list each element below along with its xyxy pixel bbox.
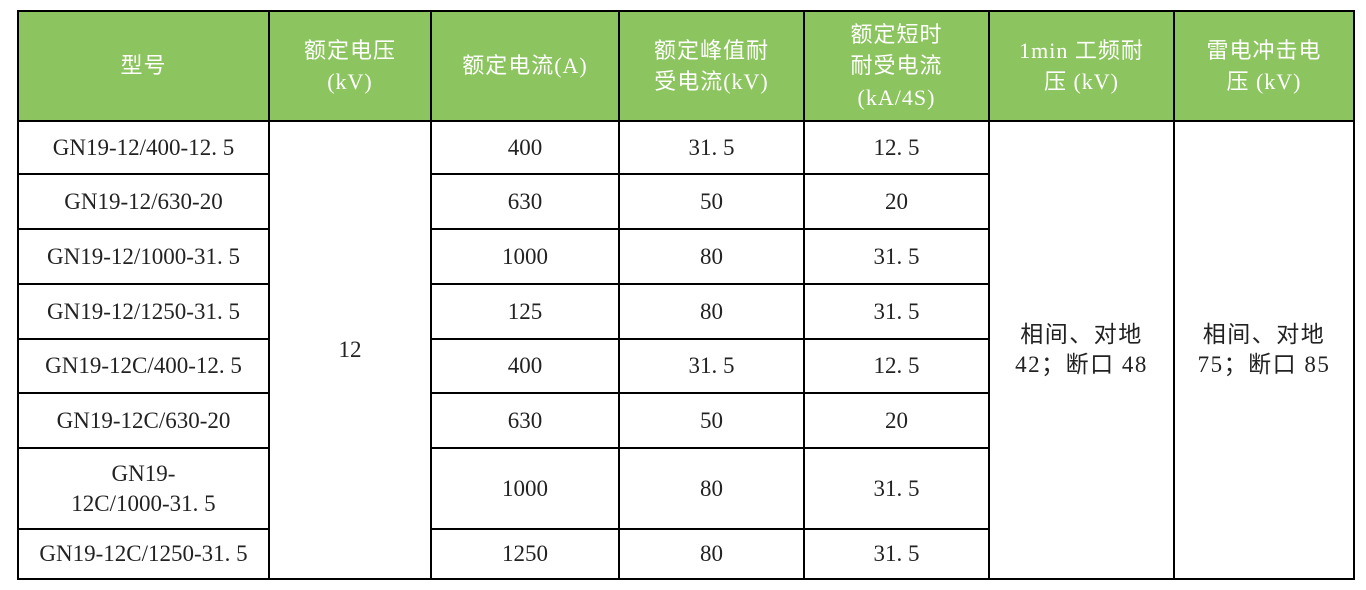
model-cell: GN19-12/1250-31. 5: [17, 283, 270, 340]
model-cell: GN19-12/400-12. 5: [17, 120, 270, 175]
model-cell: GN19-12/1000-31. 5: [17, 228, 270, 285]
model-cell: GN19- 12C/1000-31. 5: [17, 447, 270, 530]
short-time-cell: 31. 5: [803, 447, 990, 530]
table-row: GN19- 12C/1000-31. 5 1000 80 31. 5: [17, 447, 1354, 530]
current-cell: 630: [430, 173, 620, 230]
peak-cell: 31. 5: [618, 120, 805, 175]
model-cell: GN19-12C/630-20: [17, 392, 270, 449]
spec-table: 型号 额定电压 (kV) 额定电流(A) 额定峰值耐 受电流(kV) 额定短时 …: [17, 10, 1355, 580]
current-cell: 1000: [430, 228, 620, 285]
current-cell: 125: [430, 283, 620, 340]
model-cell: GN19-12C/400-12. 5: [17, 338, 270, 394]
model-cell: GN19-12C/1250-31. 5: [17, 528, 270, 580]
table-row: GN19-12C/400-12. 5 400 31. 5 12. 5: [17, 338, 1354, 394]
table-row: GN19-12/1250-31. 5 125 80 31. 5: [17, 283, 1354, 340]
peak-cell: 80: [618, 228, 805, 285]
peak-cell: 50: [618, 173, 805, 230]
table-row: GN19-12C/630-20 630 50 20: [17, 392, 1354, 449]
current-cell: 1000: [430, 447, 620, 530]
short-time-cell: 12. 5: [803, 120, 990, 175]
table-row: GN19-12/630-20 630 50 20: [17, 173, 1354, 230]
col-header-rated-voltage: 额定电压 (kV): [268, 10, 432, 122]
power-freq-withstand-cell: 相间、对地 42；断口 48: [988, 120, 1175, 580]
col-header-peak-withstand-current: 额定峰值耐 受电流(kV): [618, 10, 805, 122]
current-cell: 1250: [430, 528, 620, 580]
short-time-cell: 31. 5: [803, 283, 990, 340]
current-cell: 400: [430, 338, 620, 394]
col-header-power-freq-withstand: 1min 工频耐 压 (kV): [988, 10, 1175, 122]
peak-cell: 31. 5: [618, 338, 805, 394]
short-time-cell: 20: [803, 173, 990, 230]
lightning-impulse-cell: 相间、对地 75；断口 85: [1173, 120, 1355, 580]
table-row: GN19-12C/1250-31. 5 1250 80 31. 5: [17, 528, 1354, 580]
col-header-rated-current: 额定电流(A): [430, 10, 620, 122]
current-cell: 630: [430, 392, 620, 449]
peak-cell: 80: [618, 283, 805, 340]
table-row: GN19-12/400-12. 5 12 400 31. 5 12. 5 相间、…: [17, 120, 1355, 580]
short-time-cell: 31. 5: [803, 228, 990, 285]
short-time-cell: 31. 5: [803, 528, 990, 580]
model-cell: GN19-12/630-20: [17, 173, 270, 230]
current-cell: 400: [430, 120, 620, 175]
peak-cell: 80: [618, 528, 805, 580]
table-row: GN19-12/1000-31. 5 1000 80 31. 5: [17, 228, 1354, 285]
rated-voltage-cell: 12: [268, 120, 432, 580]
col-header-short-time-withstand-current: 额定短时 耐受电流 (kA/4S): [803, 10, 990, 122]
peak-cell: 50: [618, 392, 805, 449]
col-header-model: 型号: [17, 10, 270, 122]
peak-cell: 80: [618, 447, 805, 530]
short-time-cell: 12. 5: [803, 338, 990, 394]
header-row: 型号 额定电压 (kV) 额定电流(A) 额定峰值耐 受电流(kV) 额定短时 …: [17, 10, 1355, 122]
col-header-lightning-impulse: 雷电冲击电 压 (kV): [1173, 10, 1355, 122]
short-time-cell: 20: [803, 392, 990, 449]
